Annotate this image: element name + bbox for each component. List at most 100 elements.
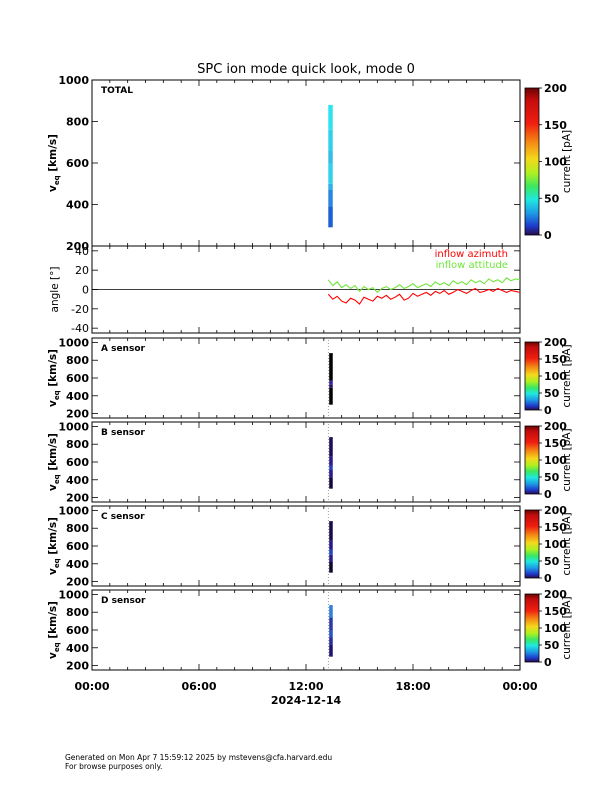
- heatmap-bin-5-0-0: [329, 644, 333, 657]
- footer-generated: Generated on Mon Apr 7 15:59:12 2025 by …: [65, 753, 332, 762]
- y-tick-label-0-2: 600: [66, 157, 89, 170]
- colorbar-tick-label-4-1: 50: [544, 555, 560, 568]
- footer: Generated on Mon Apr 7 15:59:12 2025 by …: [65, 753, 332, 771]
- y-tick-label-3-2: 600: [66, 456, 89, 469]
- colorbar-tick-label-4-3: 150: [544, 521, 567, 534]
- y-tick-label-4-2: 600: [66, 540, 89, 553]
- y-tick-label-1-2: 0: [82, 284, 89, 297]
- y-tick-label-4-1: 400: [66, 558, 89, 571]
- y-tick-label-4-3: 800: [66, 522, 89, 535]
- series-line-1: [327, 277, 521, 294]
- x-date-label: 2024-12-14: [271, 694, 342, 707]
- y-tick-label-5-1: 400: [66, 642, 89, 655]
- colorbar-tick-label-2-3: 150: [544, 353, 567, 366]
- x-tick-label-3: 18:00: [395, 680, 430, 693]
- colorbar-tick-label-5-4: 200: [544, 588, 567, 601]
- y-tick-label-0-4: 1000: [58, 74, 89, 87]
- y-tick-label-5-4: 1000: [58, 588, 89, 601]
- panel-frame-2: [91, 337, 521, 419]
- y-tick-label-3-0: 200: [66, 492, 89, 505]
- y-tick-label-0-0: 200: [66, 240, 89, 253]
- heatmap-bin-2-0-3: [329, 353, 333, 381]
- heatmap-bin-4-0-4: [329, 521, 333, 541]
- footer-note: For browse purposes only.: [65, 762, 162, 771]
- heatmap-bin-3-0-4: [329, 437, 333, 457]
- colorbar-label-2: current [pA]: [561, 344, 573, 407]
- heatmap-bin-3-0-3: [329, 456, 333, 466]
- heatmap-bin-0-0-3: [328, 163, 333, 184]
- colorbar-5: [524, 593, 540, 663]
- heatmap-bin-2-0-2: [329, 380, 333, 385]
- svg-text:current [pA]: current [pA]: [561, 130, 573, 193]
- colorbar-tick-label-2-1: 50: [544, 387, 560, 400]
- svg-text:current [pA]: current [pA]: [561, 596, 573, 659]
- legend-entry-1: inflow attitude: [436, 260, 508, 271]
- colorbar-2: [524, 341, 540, 411]
- heatmap-bin-0-0-2: [328, 183, 333, 190]
- colorbar-tick-label-4-2: 100: [544, 538, 567, 551]
- heatmap-bin-3-0-1: [329, 470, 333, 478]
- y-tick-label-4-0: 200: [66, 576, 89, 589]
- colorbar-tick-label-5-2: 100: [544, 622, 567, 635]
- svg-text:current [pA]: current [pA]: [561, 428, 573, 491]
- panel-frame-0: [91, 79, 521, 247]
- figure-title: SPC ion mode quick look, mode 0: [197, 62, 415, 77]
- x-axis-labels: 00:00 06:00 12:00 18:00 00:00 2024-12-14: [74, 680, 537, 707]
- panel-frame-4: [91, 505, 521, 587]
- panel-frame-3: [91, 421, 521, 503]
- heatmap-bin-5-0-1: [329, 637, 333, 645]
- colorbar-label-0: current [pA]: [561, 130, 573, 193]
- y-tick-label-4-4: 1000: [58, 504, 89, 517]
- y-tick-label-5-3: 800: [66, 606, 89, 619]
- colorbar-0: [524, 87, 540, 236]
- svg-text:veq [km/s]: veq [km/s]: [47, 349, 61, 407]
- heatmap-bin-2-0-1: [329, 384, 333, 388]
- series-line-0: [327, 287, 521, 305]
- y-axis-label-3: veq [km/s]: [47, 433, 61, 491]
- colorbar-tick-label-3-0: 0: [544, 488, 552, 501]
- y-tick-label-2-0: 200: [66, 408, 89, 421]
- heatmap-bin-4-0-3: [329, 540, 333, 550]
- heatmap-bin-5-0-2: [329, 630, 333, 638]
- y-tick-label-5-0: 200: [66, 660, 89, 673]
- heatmap-bin-4-0-0: [329, 562, 333, 573]
- svg-text:veq [km/s]: veq [km/s]: [47, 517, 61, 575]
- colorbar-label-3: current [pA]: [561, 428, 573, 491]
- y-axis-label-0: veq [km/s]: [47, 134, 61, 192]
- y-axis-label-5: veq [km/s]: [47, 601, 61, 659]
- colorbar-4: [524, 509, 540, 579]
- svg-text:veq [km/s]: veq [km/s]: [47, 134, 61, 192]
- colorbar-tick-label-4-0: 0: [544, 572, 552, 585]
- svg-text:veq [km/s]: veq [km/s]: [47, 433, 61, 491]
- svg-text:veq [km/s]: veq [km/s]: [47, 601, 61, 659]
- heatmap-bin-4-0-1: [329, 554, 333, 562]
- heatmap-bin-3-0-0: [329, 478, 333, 489]
- heatmap-bin-5-0-3: [329, 617, 333, 630]
- y-tick-label-2-2: 600: [66, 372, 89, 385]
- colorbar-tick-label-0-1: 50: [544, 192, 560, 205]
- x-tick-label-0: 00:00: [74, 680, 109, 693]
- panel-label-5: D sensor: [101, 596, 146, 606]
- colorbar-tick-label-0-2: 100: [544, 156, 567, 169]
- x-tick-label-4: 00:00: [502, 680, 537, 693]
- colorbar-tick-label-3-4: 200: [544, 420, 567, 433]
- y-axis-label-4: veq [km/s]: [47, 517, 61, 575]
- heatmap-bin-2-0-0: [329, 387, 333, 405]
- heatmap-bin-5-0-4: [329, 605, 333, 618]
- svg-text:current [pA]: current [pA]: [561, 512, 573, 575]
- panel-label-2: A sensor: [101, 344, 146, 354]
- panel-label-0: TOTAL: [101, 86, 133, 96]
- heatmap-bin-4-0-2: [329, 549, 333, 555]
- heatmap-bin-0-0-6: [328, 104, 333, 130]
- colorbar-3: [524, 425, 540, 495]
- colorbar-tick-label-3-3: 150: [544, 437, 567, 450]
- colorbar-tick-label-5-3: 150: [544, 605, 567, 618]
- colorbar-tick-label-5-0: 0: [544, 656, 552, 669]
- heatmap-bin-0-0-0: [328, 206, 333, 228]
- y-tick-label-1-4: 40: [75, 245, 89, 258]
- legend-entry-0: inflow azimuth: [435, 249, 508, 260]
- svg-text:current [pA]: current [pA]: [561, 344, 573, 407]
- y-tick-label-2-4: 1000: [58, 336, 89, 349]
